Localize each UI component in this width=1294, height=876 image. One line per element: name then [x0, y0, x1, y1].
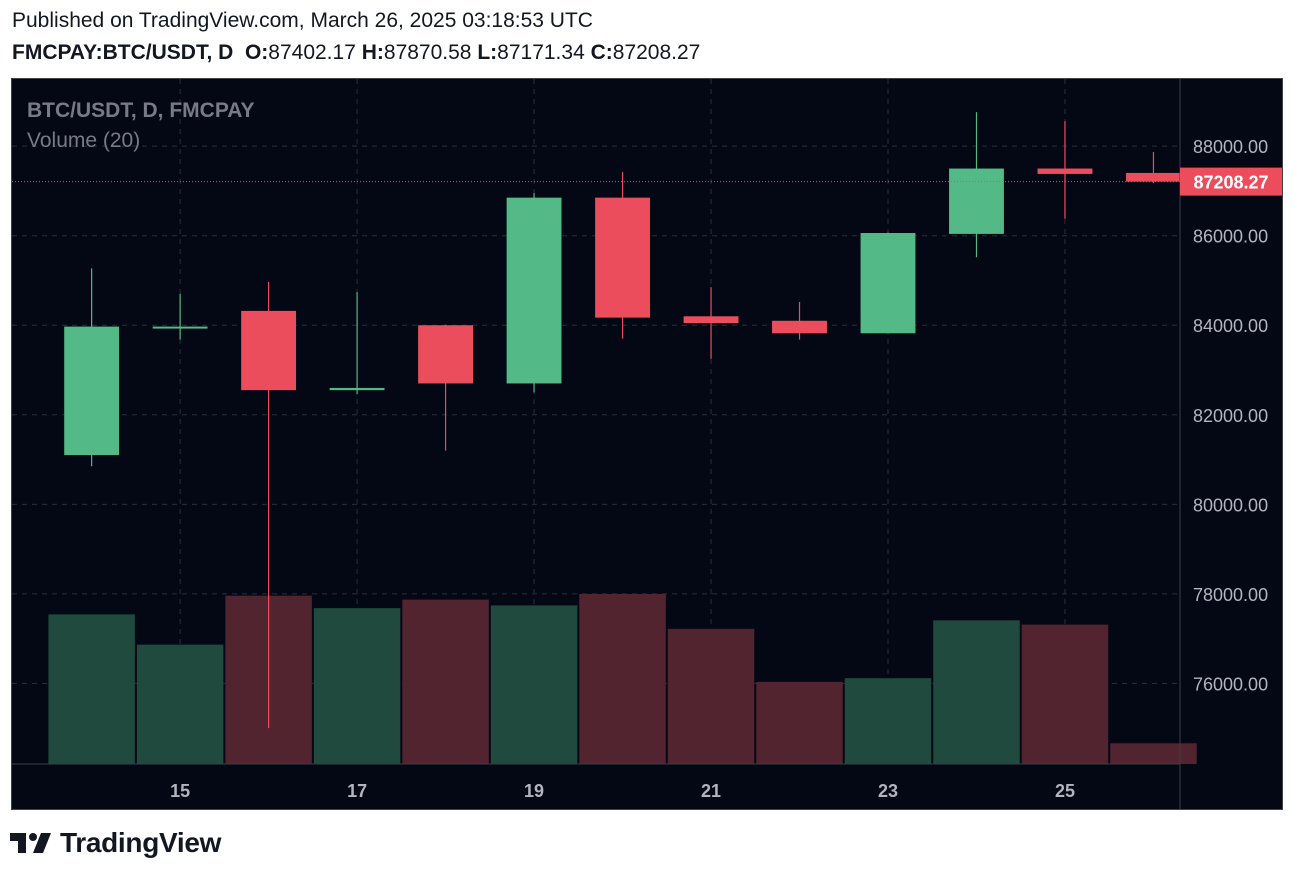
volume-bar — [756, 681, 843, 764]
close-value: 87208.27 — [612, 41, 701, 64]
x-tick-label: 25 — [1055, 781, 1075, 801]
candle-body — [241, 310, 297, 391]
volume-bar — [933, 620, 1020, 764]
y-tick-label: 84000.00 — [1193, 316, 1268, 336]
brand-name: TradingView — [60, 827, 222, 858]
candle-body — [860, 233, 916, 334]
y-tick-label: 86000.00 — [1193, 227, 1268, 247]
candle-body — [595, 197, 650, 318]
ohlc-line: FMCPAY:BTC/USDT, D O:87402.17 H:87870.58… — [12, 41, 700, 65]
tradingview-logo: TradingView — [10, 826, 221, 860]
candlestick-chart[interactable]: 88000.00 86000.00 84000.00 82000.00 80000.00… — [12, 79, 1282, 809]
candle-body — [506, 197, 562, 384]
volume-bar — [1110, 743, 1197, 764]
open-value: 87402.17 — [268, 41, 356, 64]
candle-body — [329, 387, 385, 391]
volume-bar — [402, 599, 489, 764]
symbol-label: FMCPAY:BTC/USDT, D — [12, 41, 234, 64]
volume-bar — [136, 644, 224, 764]
x-tick-label: 21 — [701, 781, 721, 801]
candle-body — [1037, 168, 1093, 174]
candle-body — [418, 325, 474, 384]
y-tick-label: 88000.00 — [1193, 137, 1268, 157]
legend-series: BTC/USDT, D, FMCPAY — [27, 99, 255, 122]
volume-bars — [48, 594, 1197, 764]
candle-body — [949, 168, 1004, 234]
open-label: O: — [244, 41, 269, 64]
last-price-label: 87208.27 — [1193, 173, 1268, 193]
x-tick-label: 17 — [347, 781, 367, 801]
close-label: C: — [590, 41, 613, 64]
candle-body — [1126, 172, 1181, 182]
low-label: L: — [477, 41, 498, 64]
axes: 88000.00 86000.00 84000.00 82000.00 80000.00… — [12, 79, 1282, 809]
volume-bar — [844, 678, 932, 764]
candle-body — [683, 316, 739, 324]
x-tick-label: 23 — [878, 781, 898, 801]
y-tick-label: 78000.00 — [1193, 585, 1268, 605]
volume-bar — [490, 605, 578, 764]
volume-bar — [1021, 624, 1109, 764]
legend-volume: Volume (20) — [27, 129, 140, 152]
high-value: 87870.58 — [383, 41, 472, 64]
y-tick-label: 82000.00 — [1193, 406, 1268, 426]
y-tick-label: 76000.00 — [1193, 674, 1268, 694]
volume-bar — [48, 614, 135, 764]
candle-body — [64, 326, 120, 456]
published-line: Published on TradingView.com, March 26, … — [12, 9, 593, 32]
candle-body — [152, 326, 208, 329]
x-tick-label: 19 — [524, 781, 544, 801]
volume-bar — [579, 594, 666, 764]
y-tick-label: 80000.00 — [1193, 495, 1268, 515]
candle-body — [772, 320, 827, 334]
tradingview-logo-icon — [10, 833, 51, 853]
volume-bar — [313, 608, 401, 764]
last-price-badge — [1180, 167, 1282, 196]
candles — [64, 112, 1181, 729]
high-label: H: — [361, 41, 384, 64]
x-tick-label: 15 — [170, 781, 190, 801]
volume-bar — [667, 628, 755, 764]
low-value: 87171.34 — [497, 41, 585, 64]
